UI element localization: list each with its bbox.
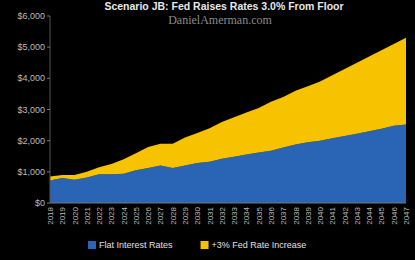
area — [50, 38, 406, 181]
x-tick-label: 2018 — [46, 206, 55, 224]
legend-label: +3% Fed Rate Increase — [212, 240, 307, 250]
x-tick-label: 2032 — [218, 206, 227, 224]
x-tick-label: 2023 — [107, 206, 116, 224]
x-tick-label: 2025 — [132, 206, 141, 224]
y-tick — [47, 203, 50, 204]
watermark: DanielAmerman.com — [168, 13, 272, 27]
x-tick-label: 2034 — [242, 206, 251, 224]
y-tick-label: $1,000 — [17, 167, 45, 177]
x-tick-label: 2042 — [341, 206, 350, 224]
y-tick-label: $6,000 — [17, 11, 45, 21]
x-tick-label: 2039 — [304, 206, 313, 224]
x-tick-label: 2027 — [156, 206, 165, 224]
x-tick-label: 2026 — [144, 206, 153, 224]
x-tick-label: 2041 — [328, 206, 337, 224]
y-tick-label: $2,000 — [17, 136, 45, 146]
x-tick-label: 2030 — [193, 206, 202, 224]
background — [0, 0, 415, 260]
x-tick-label: 2033 — [230, 206, 239, 224]
x-tick-label: 2019 — [58, 206, 67, 224]
y-tick-label: $5,000 — [17, 42, 45, 52]
x-tick-label: 2036 — [267, 206, 276, 224]
y-tick-label: $3,000 — [17, 105, 45, 115]
y-tick — [47, 140, 50, 141]
x-tick-label: 2021 — [83, 206, 92, 224]
y-tick-label: $4,000 — [17, 73, 45, 83]
x-tick-label: 2020 — [71, 206, 80, 224]
areas — [50, 38, 406, 203]
x-tick-label: 2037 — [279, 206, 288, 224]
legend-swatch — [201, 241, 209, 249]
y-tick-label: $0 — [35, 198, 45, 208]
x-tick-label: 2028 — [169, 206, 178, 224]
x-tick-label: 2035 — [255, 206, 264, 224]
legend-label: Flat Interest Rates — [99, 240, 173, 250]
x-tick-label: 2047 — [402, 206, 411, 224]
x-tick-label: 2044 — [365, 206, 374, 224]
x-tick-label: 2040 — [316, 206, 325, 224]
x-tick-label: 2038 — [292, 206, 301, 224]
x-tick-label: 2022 — [95, 206, 104, 224]
x-tick-label: 2046 — [390, 206, 399, 224]
x-tick-label: 2045 — [377, 206, 386, 224]
y-tick — [47, 47, 50, 48]
chart: $0 $1,000 $2,000 $3,000 $4,000 $5,000 $6,000 20… — [0, 0, 415, 260]
y-tick — [47, 171, 50, 172]
title: Scenario JB: Fed Raises Rates 3.0% From … — [104, 0, 343, 12]
x-tick-label: 2024 — [120, 206, 129, 224]
x-tick-label: 2031 — [206, 206, 215, 224]
legend-swatch — [88, 241, 96, 249]
y-tick — [47, 78, 50, 79]
x-axis — [50, 203, 406, 204]
y-tick — [47, 16, 50, 17]
x-tick-label: 2029 — [181, 206, 190, 224]
y-tick — [47, 109, 50, 110]
x-tick-label: 2043 — [353, 206, 362, 224]
